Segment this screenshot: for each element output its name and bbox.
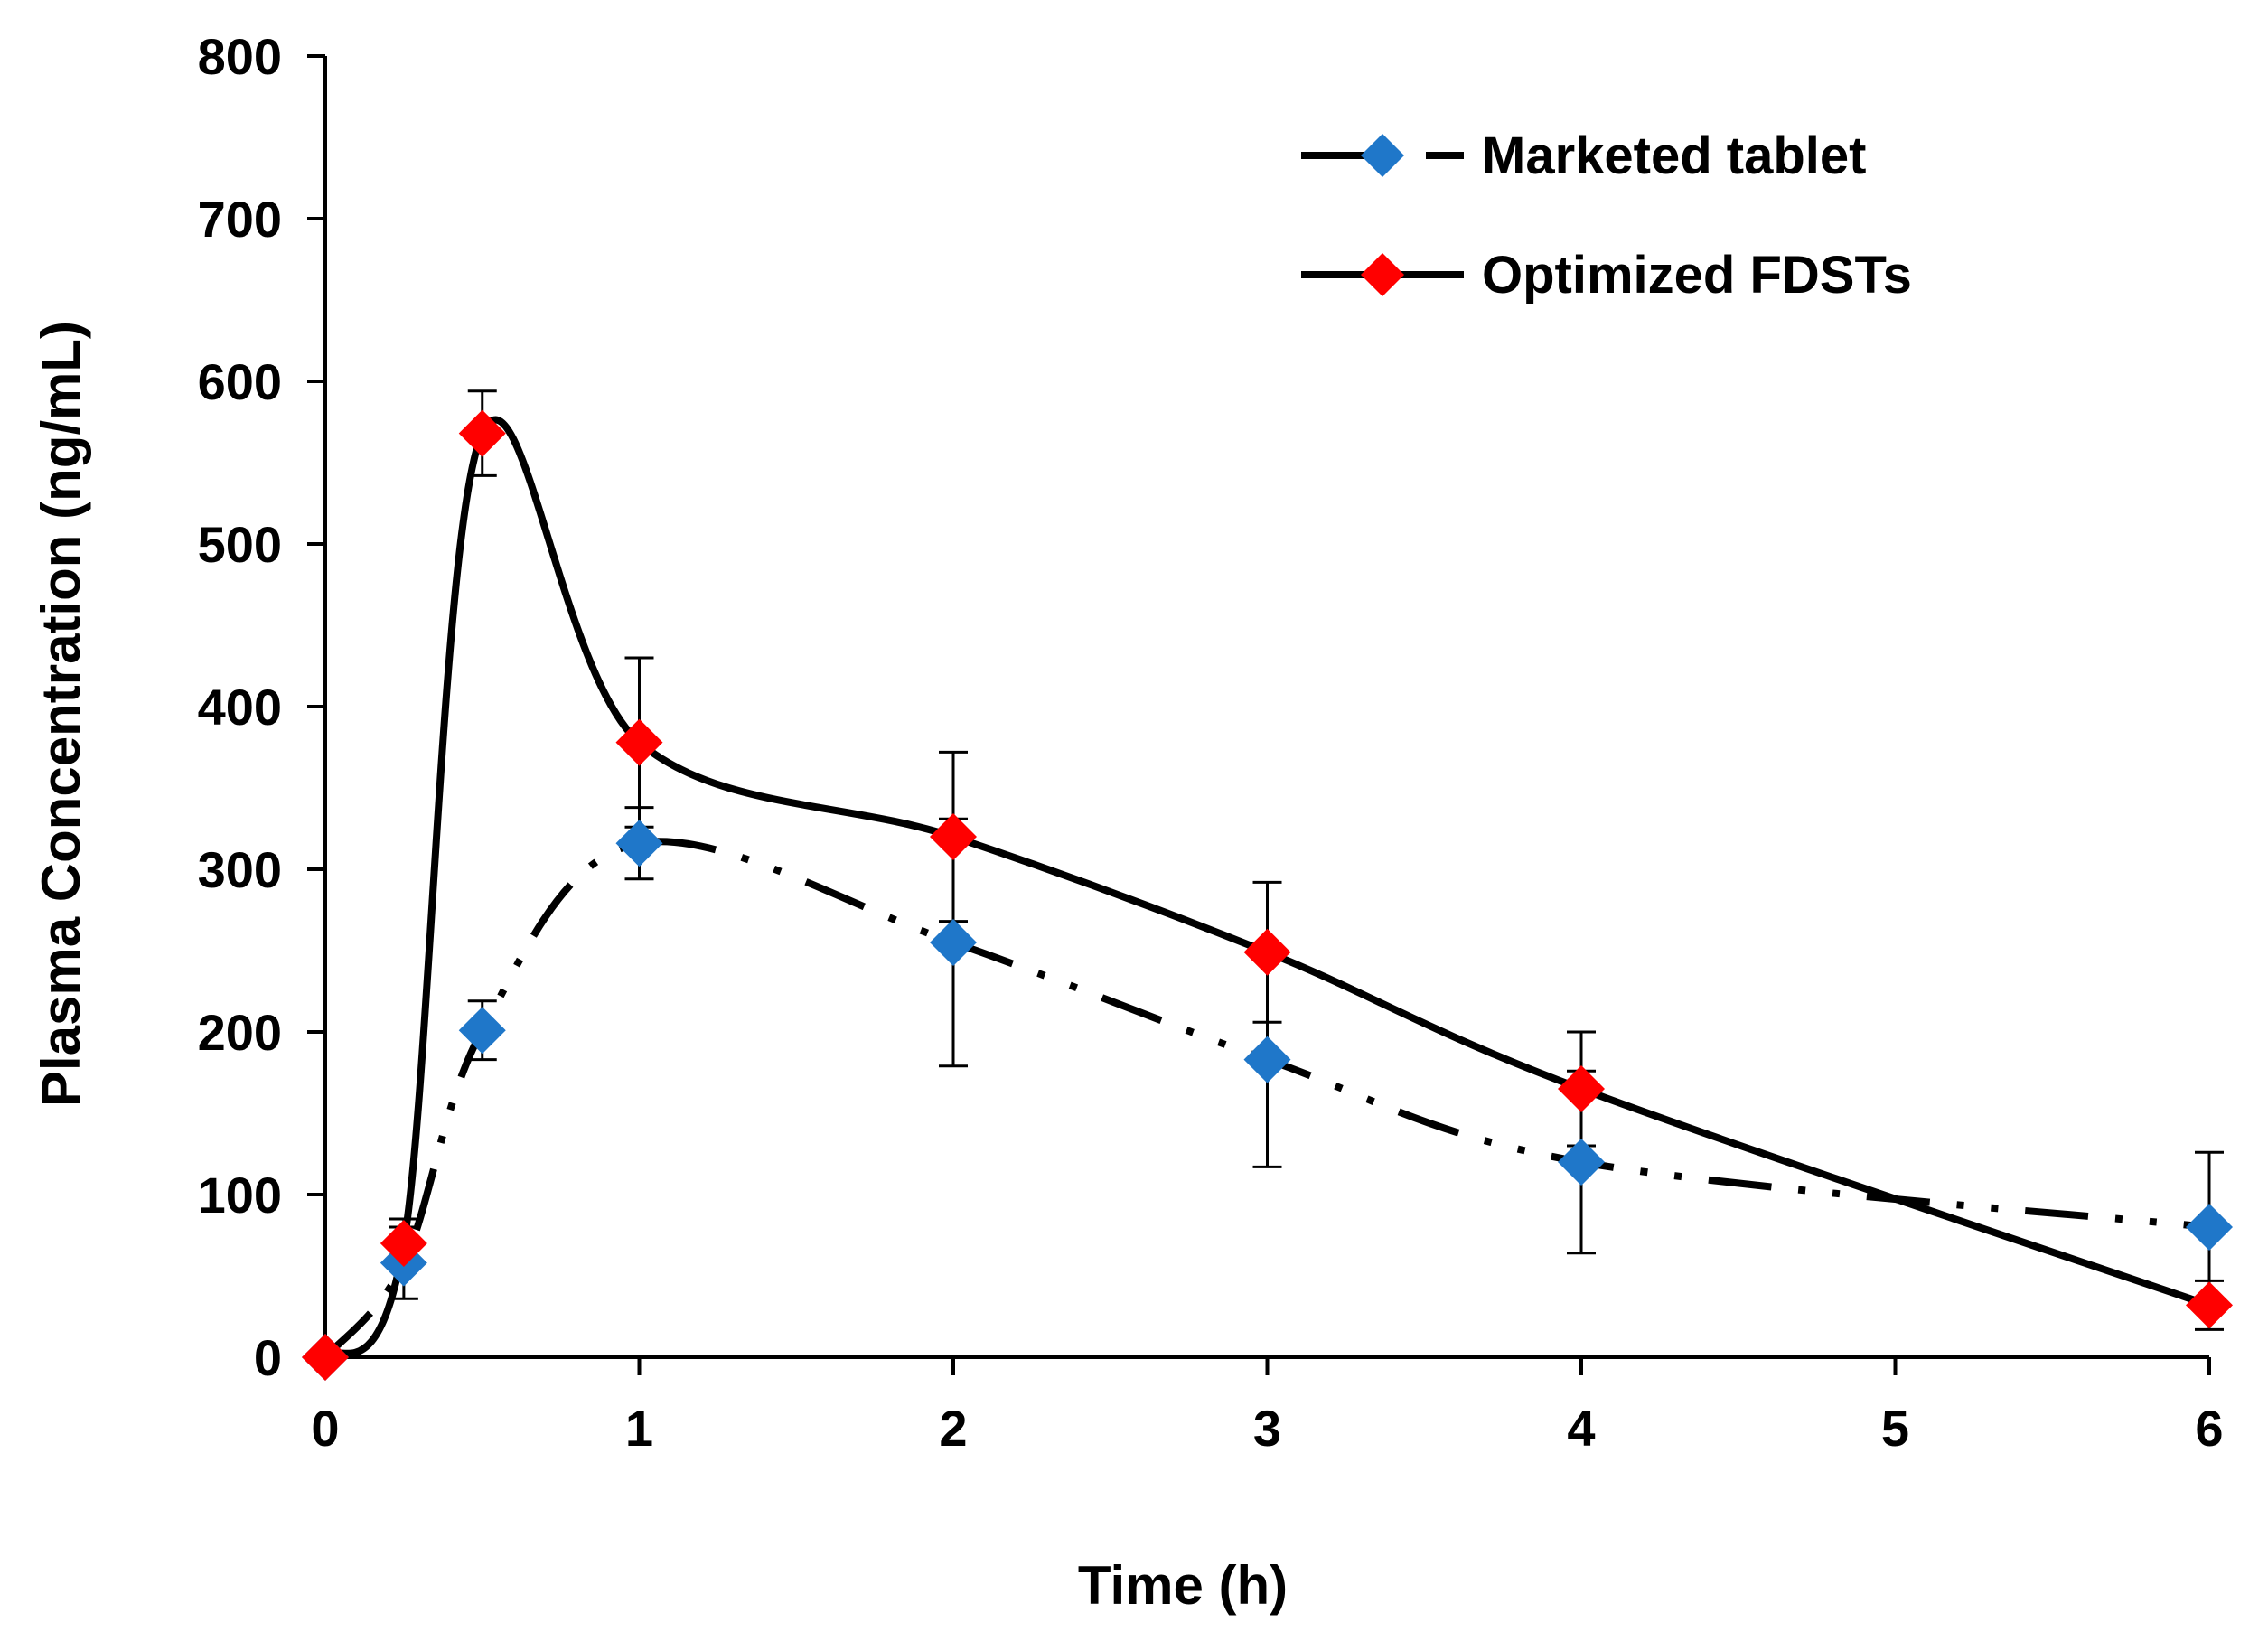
y-tick-label: 700	[198, 191, 282, 248]
x-tick-label: 4	[1567, 1400, 1595, 1457]
x-tick-label: 5	[1881, 1400, 1909, 1457]
x-axis-title: Time (h)	[1078, 1555, 1288, 1616]
point-marketed-tablet	[930, 919, 977, 966]
x-tick-label: 0	[311, 1400, 339, 1457]
point-optimized-fdsts	[1558, 1065, 1605, 1112]
point-optimized-fdsts	[930, 813, 977, 860]
y-tick-label: 600	[198, 353, 282, 410]
x-tick-label: 6	[2195, 1400, 2223, 1457]
y-tick-label: 400	[198, 679, 282, 736]
y-tick-label: 300	[198, 841, 282, 898]
axes: 0 100 200 300 400 500 600 700 800 0 1 2 3 4 5 6	[198, 28, 2224, 1457]
point-optimized-fdsts	[380, 1220, 427, 1267]
point-marketed-tablet	[458, 1007, 506, 1055]
point-optimized-fdsts	[2186, 1281, 2233, 1329]
legend: Marketed tablet Optimized FDSTs	[1301, 127, 1912, 305]
y-axis-title: Plasma Concentration (ng/mL)	[31, 321, 91, 1107]
point-marketed-tablet	[1558, 1139, 1605, 1186]
data-markers	[302, 409, 2233, 1381]
error-bars	[389, 389, 2224, 1331]
point-marketed-tablet	[615, 820, 663, 867]
y-tick-label: 0	[254, 1329, 282, 1386]
legend-label-optimized-fdsts: Optimized FDSTs	[1482, 246, 1912, 305]
point-optimized-fdsts	[458, 409, 506, 457]
x-tick-label: 3	[1253, 1400, 1281, 1457]
legend-label-marketed-tablet: Marketed tablet	[1482, 127, 1866, 185]
y-tick-label: 200	[198, 1004, 282, 1061]
x-tick-label: 1	[625, 1400, 653, 1457]
legend-marker-optimized-fdsts	[1361, 253, 1404, 296]
y-tick-label: 500	[198, 516, 282, 573]
x-tick-label: 2	[939, 1400, 967, 1457]
y-tick-label: 800	[198, 28, 282, 85]
legend-marker-marketed-tablet	[1361, 134, 1404, 177]
y-tick-label: 100	[198, 1167, 282, 1223]
point-marketed-tablet	[1243, 1036, 1291, 1083]
point-optimized-fdsts	[615, 718, 663, 766]
point-optimized-fdsts	[1243, 928, 1291, 976]
point-optimized-fdsts	[302, 1334, 349, 1381]
point-marketed-tablet	[2186, 1204, 2233, 1251]
